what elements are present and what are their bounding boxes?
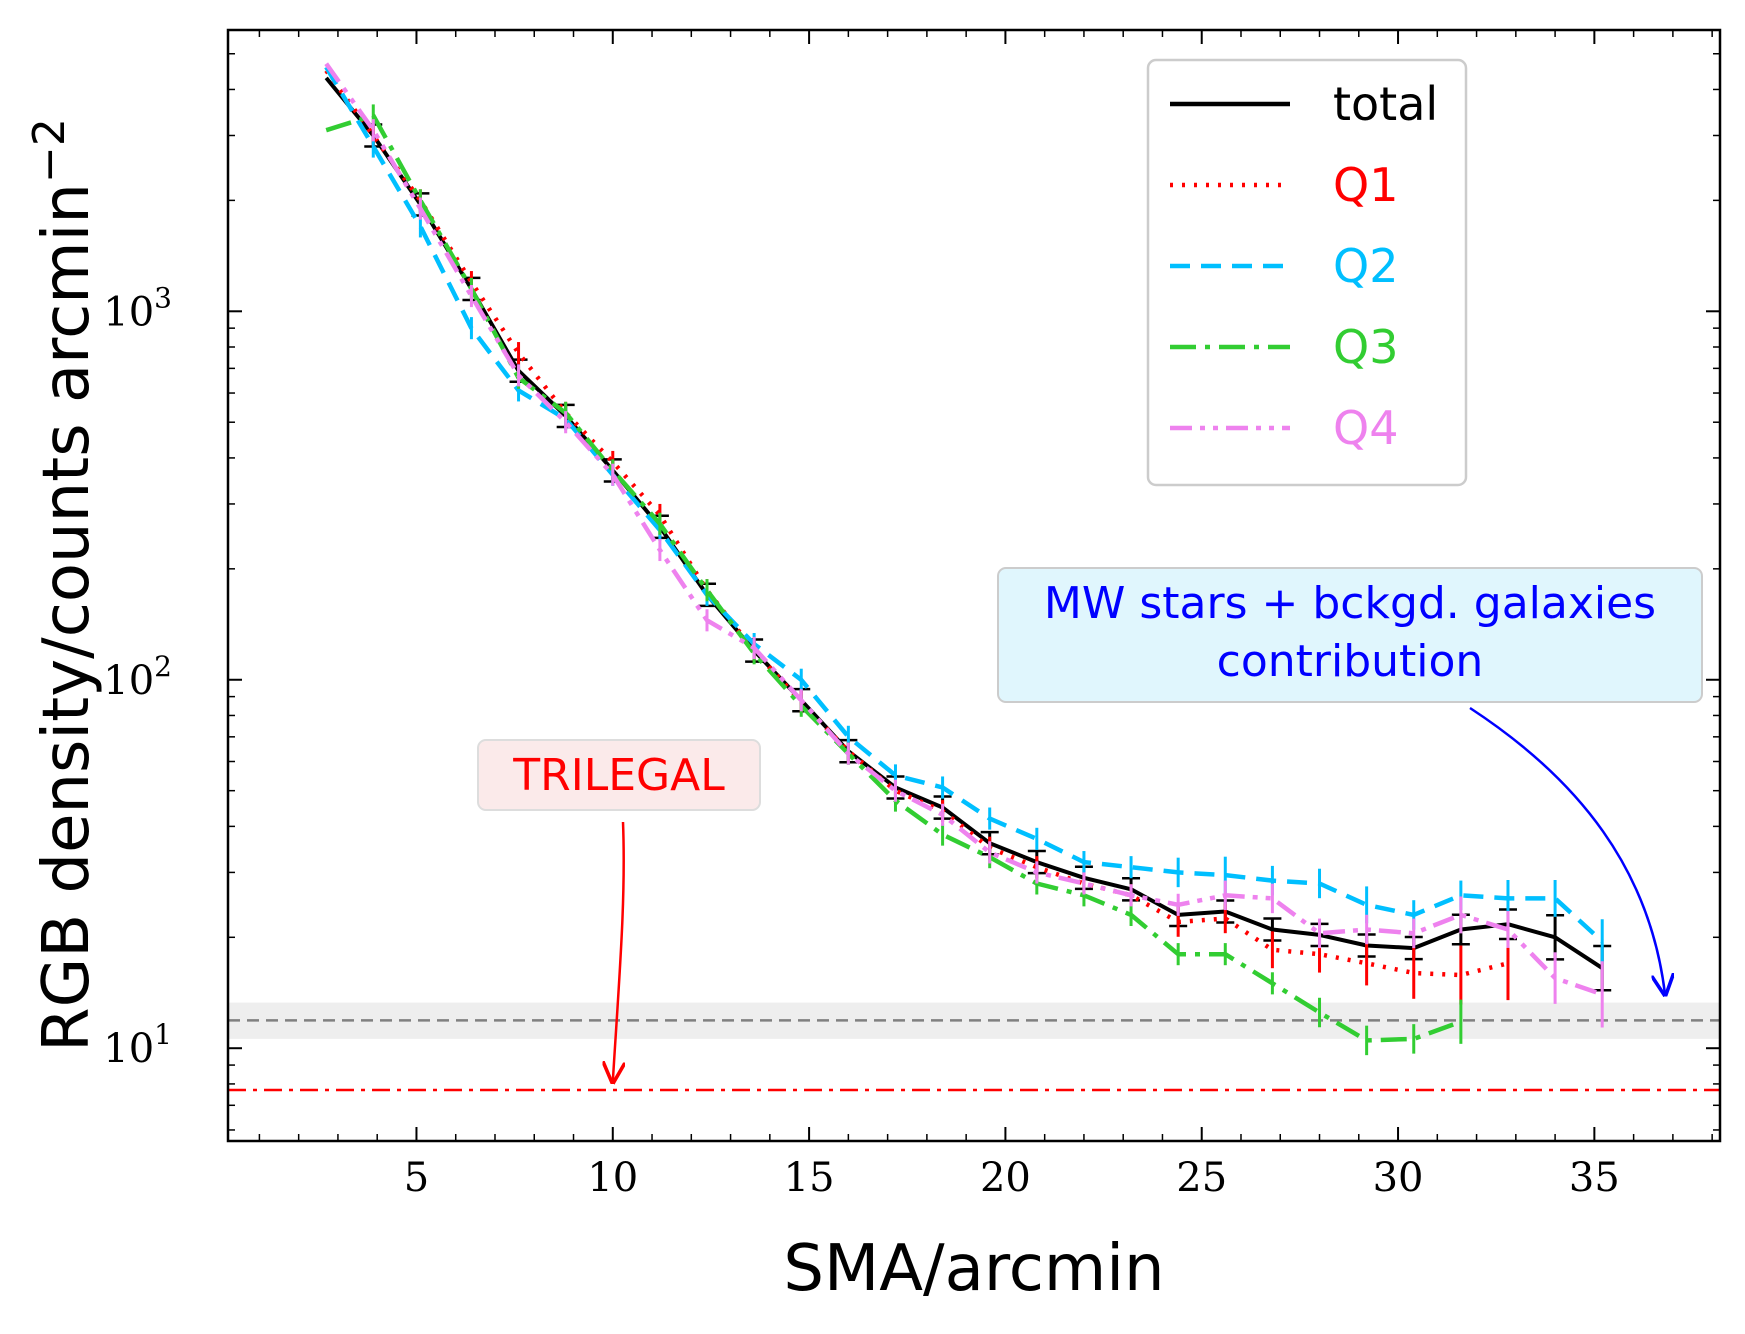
- y-axis-label-exponent: −2: [24, 118, 75, 183]
- series-line-q2: [324, 65, 1604, 944]
- legend-box: [1146, 58, 1468, 487]
- series-line-q4: [324, 62, 1603, 997]
- y-tick-label-exp: 1: [154, 1018, 172, 1051]
- y-axis-label-main: RGB density/counts arcmin: [30, 183, 104, 1052]
- x-tick-label: 5: [404, 1155, 429, 1201]
- legend-label-q1: Q1: [1333, 158, 1398, 212]
- y-tick-label-exp: 3: [154, 281, 172, 314]
- mw-label-line2: contribution: [1217, 636, 1484, 687]
- x-tick-label: 35: [1569, 1155, 1620, 1201]
- x-tick-label: 25: [1176, 1155, 1227, 1201]
- legend-label-q2: Q2: [1333, 239, 1398, 293]
- mw-label-line1: MW stars + bckgd. galaxies: [1044, 578, 1656, 629]
- x-tick-label: 30: [1373, 1155, 1424, 1201]
- trilegal-label: TRILEGAL: [512, 750, 725, 801]
- y-tick-label-base: 10: [103, 289, 154, 335]
- x-tick-label: 20: [980, 1155, 1031, 1201]
- mw-arrow: [1469, 706, 1665, 994]
- x-tick-label: 15: [784, 1155, 835, 1201]
- y-tick-label: 103: [103, 281, 172, 335]
- y-tick-label: 101: [103, 1018, 172, 1072]
- series-q4: [324, 62, 1604, 1028]
- x-axis-label: SMA/arcmin: [783, 1232, 1164, 1306]
- y-tick-label: 102: [103, 650, 172, 704]
- trilegal-arrow: [613, 821, 624, 1082]
- y-axis-label: RGB density/counts arcmin−2: [24, 118, 104, 1052]
- data-series: [324, 62, 1612, 1056]
- legend: total Q1 Q2 Q3 Q4: [1146, 58, 1468, 487]
- mw-box: [997, 567, 1703, 703]
- series-line-total: [324, 76, 1604, 970]
- legend-label-total: total: [1333, 77, 1438, 131]
- plot-frame: [226, 28, 1722, 1143]
- y-tick-label-base: 10: [103, 658, 154, 704]
- reference-lines: [228, 1019, 1720, 1092]
- y-tick-label-base: 10: [103, 1026, 154, 1072]
- legend-label-q3: Q3: [1333, 320, 1398, 374]
- y-tick-label-exp: 2: [154, 650, 172, 683]
- trilegal-box: [477, 739, 761, 811]
- legend-label-q4: Q4: [1333, 401, 1398, 455]
- annotations: TRILEGAL MW stars + bckgd. galaxies contri…: [477, 567, 1703, 1082]
- x-tick-label: 10: [587, 1155, 638, 1201]
